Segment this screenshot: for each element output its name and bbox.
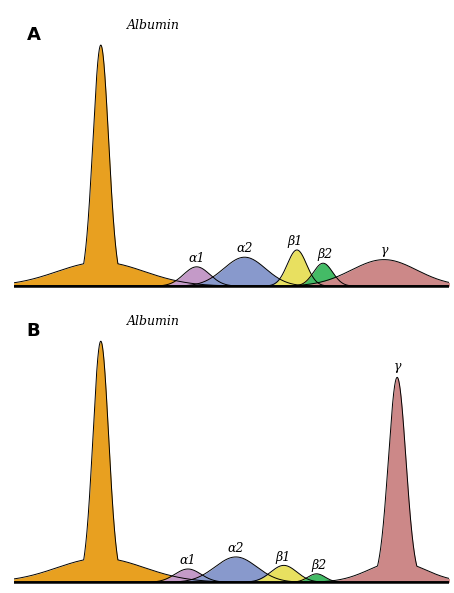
Text: α2: α2 — [227, 542, 244, 555]
Text: β2: β2 — [311, 559, 326, 572]
Text: β2: β2 — [318, 248, 333, 261]
Text: β1: β1 — [287, 235, 302, 247]
Text: α1: α1 — [180, 554, 196, 568]
Text: B: B — [27, 322, 40, 340]
Text: α1: α1 — [188, 252, 205, 265]
Text: γ: γ — [380, 244, 388, 257]
Text: Albumin: Albumin — [127, 315, 179, 328]
Text: α2: α2 — [237, 242, 253, 255]
Text: A: A — [27, 25, 40, 44]
Text: Albumin: Albumin — [127, 19, 179, 32]
Text: γ: γ — [394, 359, 401, 372]
Text: β1: β1 — [275, 551, 291, 564]
